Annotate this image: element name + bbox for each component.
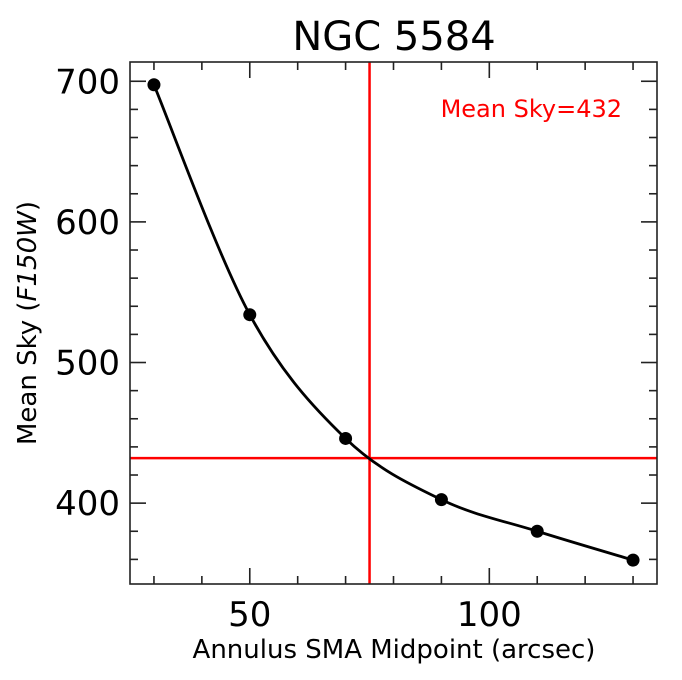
mean-sky-annotation: Mean Sky=432	[441, 95, 622, 123]
series-curve	[152, 84, 634, 562]
data-point	[339, 431, 353, 445]
y-axis-label-filter: F150W	[13, 210, 43, 302]
y-tick-label-400: 400	[55, 484, 120, 524]
data-points	[147, 78, 640, 567]
y-tick-label-700: 700	[55, 62, 120, 102]
y-tick-label-600: 600	[55, 203, 120, 243]
chart-title: NGC 5584	[292, 14, 495, 60]
axis-ticks	[130, 62, 657, 584]
x-tick-label-100: 100	[457, 595, 522, 635]
tick-labels: 50 100 400 500 600 700	[55, 62, 522, 635]
y-axis-label-prefix: Mean Sky (	[13, 301, 43, 445]
data-point	[243, 308, 257, 322]
data-point	[626, 553, 640, 567]
y-tick-label-500: 500	[55, 344, 120, 384]
y-axis-label: Mean Sky (F150W)	[13, 201, 43, 445]
x-tick-label-50: 50	[228, 595, 271, 635]
y-axis-label-suffix: )	[13, 201, 43, 211]
data-point	[434, 493, 448, 507]
data-point	[147, 78, 161, 92]
x-axis-label: Annulus SMA Midpoint (arcsec)	[193, 635, 596, 665]
data-point	[530, 524, 544, 538]
plot-frame	[129, 61, 658, 585]
